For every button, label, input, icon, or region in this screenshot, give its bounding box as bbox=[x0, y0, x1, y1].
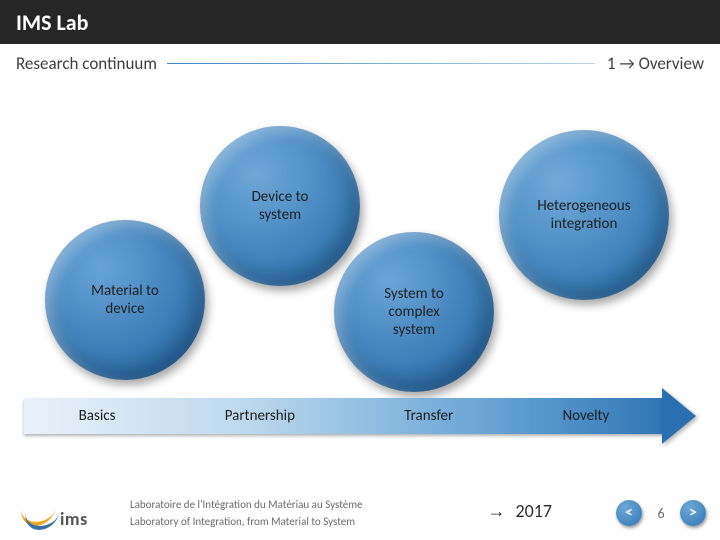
bubble-system-to-complex: System tocomplexsystem bbox=[334, 232, 494, 392]
footer-caption: Laboratoire de l'Intégration du Matériau… bbox=[130, 497, 363, 530]
arrow-label-partnership: Partnership bbox=[225, 407, 295, 425]
arrow-right-icon: → bbox=[488, 501, 506, 522]
arrow-head-icon bbox=[662, 388, 696, 444]
slide-footer: ims Laboratoire de l'Intégration du Maté… bbox=[0, 482, 720, 540]
footer-line-fr: Laboratoire de l'Intégration du Matériau… bbox=[130, 497, 363, 514]
bubble-label: Material todevice bbox=[83, 282, 167, 318]
arrow-body: Basics Partnership Transfer Novelty bbox=[24, 398, 664, 434]
subtitle-row: Research continuum 1 → Overview bbox=[0, 50, 720, 76]
bubble-material-to-device: Material todevice bbox=[45, 220, 205, 380]
bubble-label: System tocomplexsystem bbox=[376, 285, 452, 339]
logo-swoosh-icon bbox=[20, 510, 54, 530]
arrow-label-transfer: Transfer bbox=[404, 407, 453, 425]
next-button[interactable]: > bbox=[680, 500, 706, 526]
arrow-label-novelty: Novelty bbox=[562, 407, 609, 425]
subtitle-divider bbox=[167, 63, 595, 64]
year-value: 2017 bbox=[516, 500, 553, 522]
section-title: Research continuum bbox=[0, 53, 157, 74]
footer-line-en: Laboratory of Integration, from Material… bbox=[130, 514, 363, 531]
slide-header: IMS Lab bbox=[0, 0, 720, 44]
slide-title: IMS Lab bbox=[16, 9, 88, 36]
page-number: 6 bbox=[652, 505, 670, 522]
bubble-device-to-system: Device tosystem bbox=[200, 126, 360, 286]
bubble-heterogeneous: Heterogeneousintegration bbox=[499, 130, 669, 300]
continuum-arrow: Basics Partnership Transfer Novelty bbox=[24, 398, 696, 434]
logo-text: ims bbox=[58, 508, 88, 530]
bubble-label: Device tosystem bbox=[244, 188, 317, 224]
footer-year: → 2017 bbox=[488, 500, 553, 522]
bubble-label: Heterogeneousintegration bbox=[529, 197, 638, 233]
ims-logo: ims bbox=[20, 508, 88, 530]
arrow-label-basics: Basics bbox=[79, 407, 116, 425]
prev-button[interactable]: < bbox=[616, 500, 642, 526]
slide-nav: < 6 > bbox=[616, 500, 706, 526]
breadcrumb: 1 → Overview bbox=[595, 53, 720, 74]
